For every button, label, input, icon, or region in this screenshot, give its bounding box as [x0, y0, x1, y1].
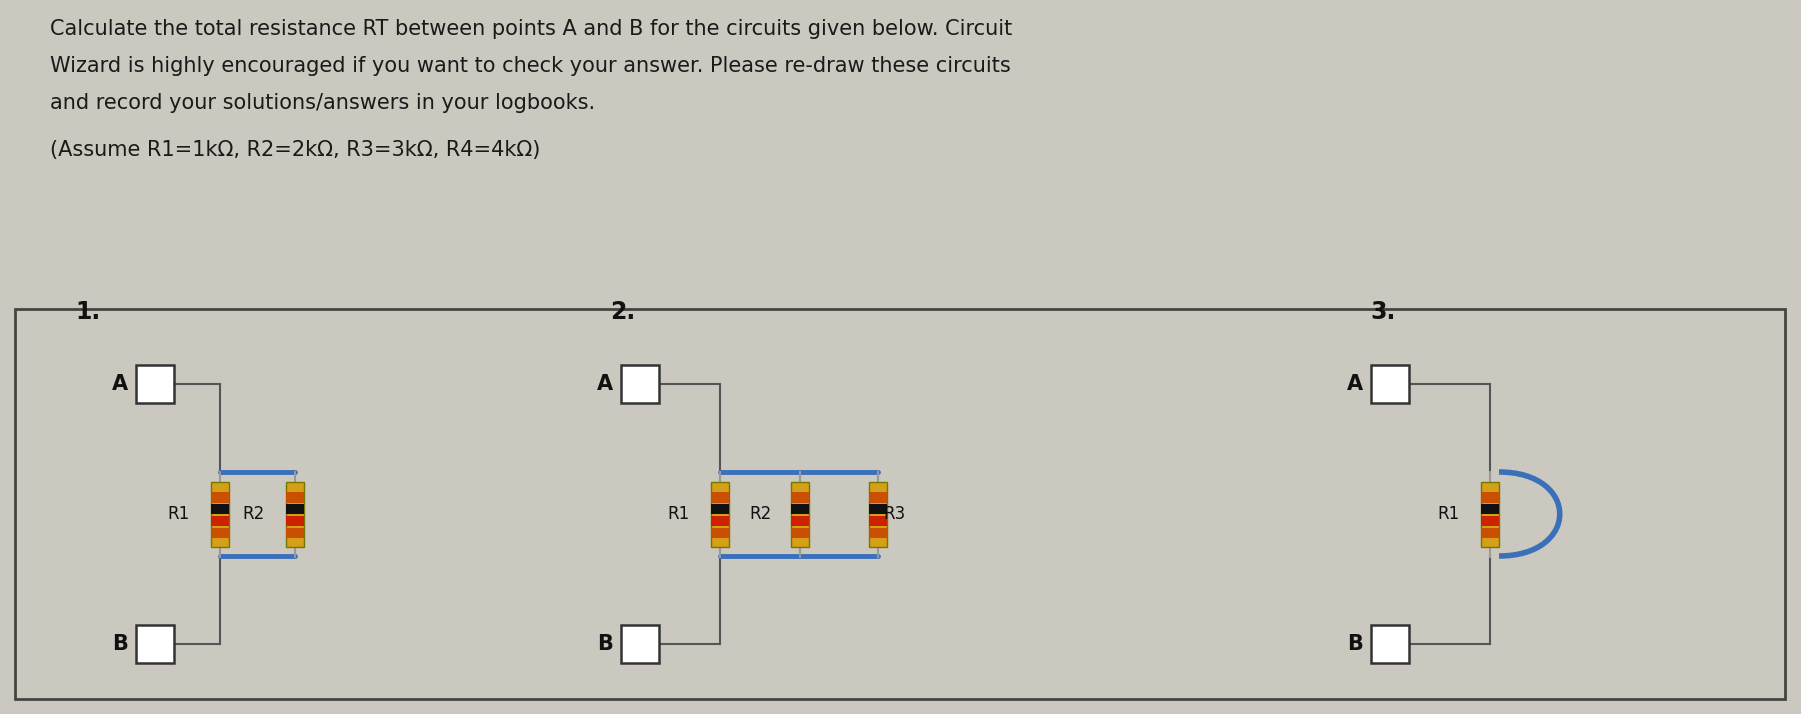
Bar — [1480, 528, 1498, 538]
Bar — [791, 504, 809, 514]
Bar — [286, 516, 304, 526]
Text: Calculate the total resistance RT between points A and B for the circuits given : Calculate the total resistance RT betwee… — [50, 19, 1012, 39]
Text: 3.: 3. — [1371, 300, 1396, 324]
Bar — [711, 528, 729, 538]
Bar — [137, 625, 175, 663]
Bar — [621, 625, 659, 663]
Bar — [870, 491, 888, 503]
Bar — [1371, 365, 1408, 403]
Bar — [211, 481, 229, 546]
Bar — [211, 491, 229, 503]
Text: 1.: 1. — [76, 300, 101, 324]
Bar — [711, 491, 729, 503]
Bar — [286, 491, 304, 503]
Bar — [711, 516, 729, 526]
Bar — [711, 481, 729, 546]
Text: 2.: 2. — [611, 300, 636, 324]
Bar — [870, 504, 888, 514]
Bar — [870, 516, 888, 526]
Text: R3: R3 — [882, 505, 906, 523]
Text: A: A — [596, 374, 612, 394]
Bar — [1480, 491, 1498, 503]
Bar — [211, 516, 229, 526]
Text: B: B — [112, 634, 128, 654]
Bar — [791, 528, 809, 538]
Bar — [791, 516, 809, 526]
Bar — [791, 491, 809, 503]
Bar — [211, 504, 229, 514]
Bar — [137, 365, 175, 403]
Text: Wizard is highly encouraged if you want to check your answer. Please re-draw the: Wizard is highly encouraged if you want … — [50, 56, 1010, 76]
Bar — [1480, 504, 1498, 514]
Text: (Assume R1=1kΩ, R2=2kΩ, R3=3kΩ, R4=4kΩ): (Assume R1=1kΩ, R2=2kΩ, R3=3kΩ, R4=4kΩ) — [50, 140, 540, 160]
Bar — [286, 504, 304, 514]
Bar — [286, 528, 304, 538]
Text: A: A — [112, 374, 128, 394]
Text: R2: R2 — [749, 505, 773, 523]
Text: B: B — [598, 634, 612, 654]
Text: and record your solutions/answers in your logbooks.: and record your solutions/answers in you… — [50, 93, 594, 113]
Text: R1: R1 — [167, 505, 189, 523]
Text: R1: R1 — [1437, 505, 1461, 523]
Bar — [1371, 625, 1408, 663]
Bar — [870, 528, 888, 538]
Text: R2: R2 — [243, 505, 265, 523]
Bar — [791, 481, 809, 546]
Bar — [286, 481, 304, 546]
Bar — [211, 528, 229, 538]
Bar — [621, 365, 659, 403]
Text: R1: R1 — [668, 505, 690, 523]
Bar — [1480, 481, 1498, 546]
Bar — [1480, 516, 1498, 526]
Bar — [870, 481, 888, 546]
Bar — [14, 309, 1785, 699]
Bar — [711, 504, 729, 514]
Text: B: B — [1347, 634, 1363, 654]
Text: A: A — [1347, 374, 1363, 394]
